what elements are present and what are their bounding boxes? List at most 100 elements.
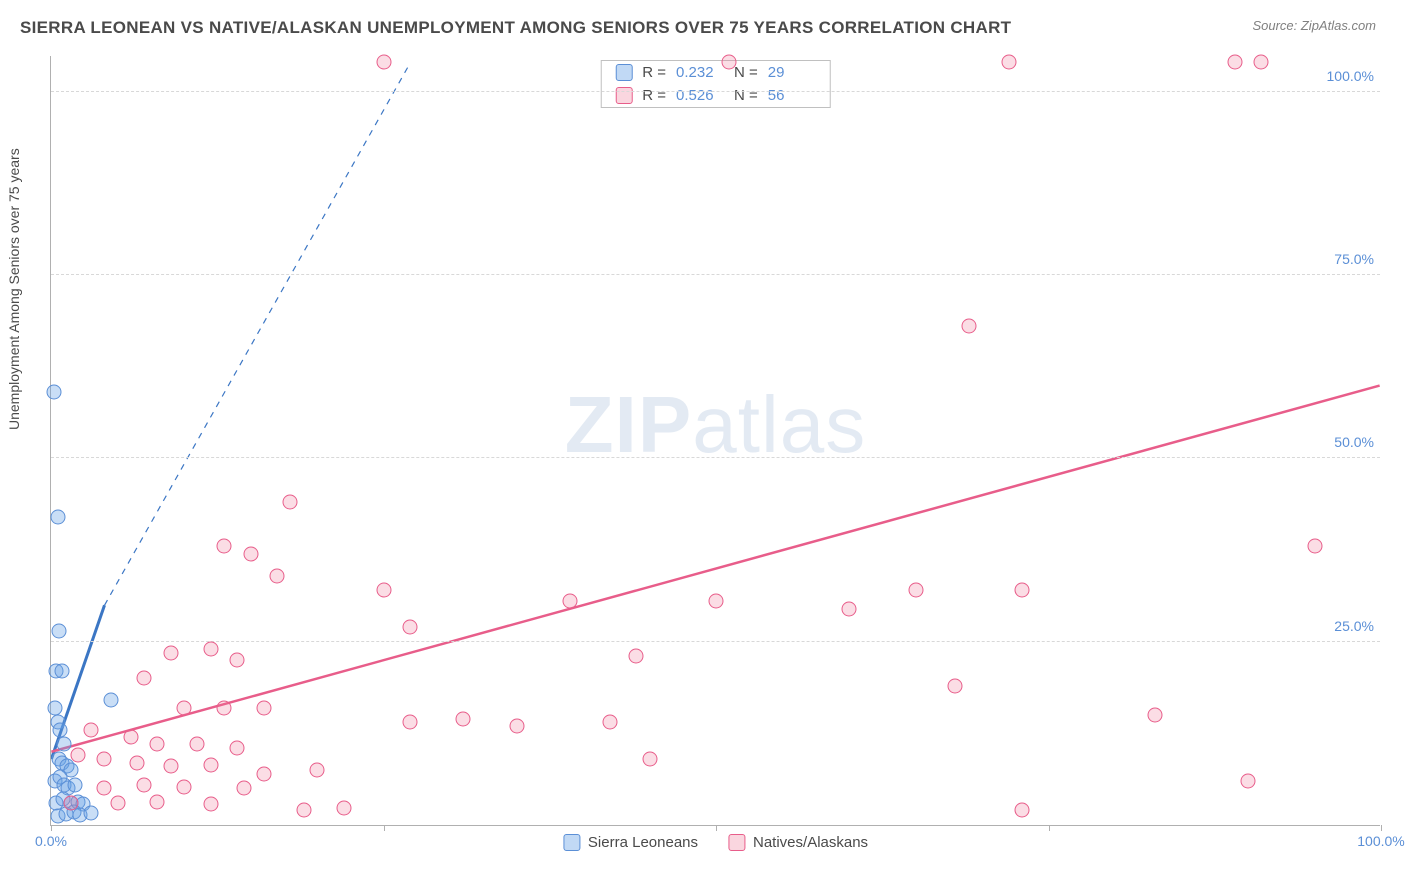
legend-item: Natives/Alaskans (728, 834, 868, 851)
n-value: 56 (768, 87, 816, 104)
data-point (203, 757, 218, 772)
data-point (562, 594, 577, 609)
data-point (53, 722, 68, 737)
legend-row: R = 0.232 N = 29 (601, 61, 830, 84)
data-point (70, 748, 85, 763)
data-point (1307, 539, 1322, 554)
data-point (961, 319, 976, 334)
data-point (67, 777, 82, 792)
data-point (336, 801, 351, 816)
data-point (203, 642, 218, 657)
data-point (456, 711, 471, 726)
r-value: 0.526 (676, 87, 724, 104)
correlation-legend: R = 0.232 N = 29 R = 0.526 N = 56 (600, 60, 831, 108)
data-point (177, 779, 192, 794)
data-point (203, 797, 218, 812)
x-tick (1049, 825, 1050, 831)
data-point (296, 803, 311, 818)
x-tick-label: 0.0% (35, 833, 67, 849)
data-point (602, 715, 617, 730)
data-point (509, 719, 524, 734)
n-label: N = (734, 64, 758, 81)
data-point (137, 777, 152, 792)
data-point (236, 781, 251, 796)
data-point (1014, 803, 1029, 818)
data-point (642, 752, 657, 767)
x-tick (1381, 825, 1382, 831)
series-legend: Sierra Leoneans Natives/Alaskans (563, 834, 868, 851)
data-point (46, 385, 61, 400)
y-tick-label: 75.0% (1334, 251, 1374, 267)
data-point (310, 763, 325, 778)
data-point (629, 649, 644, 664)
r-label: R = (642, 64, 666, 81)
data-point (57, 737, 72, 752)
y-tick-label: 25.0% (1334, 618, 1374, 634)
gridline (51, 457, 1380, 458)
data-point (51, 623, 66, 638)
data-point (177, 700, 192, 715)
legend-label: Natives/Alaskans (753, 834, 868, 851)
y-axis-label: Unemployment Among Seniors over 75 years (6, 148, 22, 430)
data-point (137, 671, 152, 686)
data-point (243, 546, 258, 561)
data-point (908, 583, 923, 598)
legend-item: Sierra Leoneans (563, 834, 698, 851)
data-point (123, 730, 138, 745)
data-point (230, 653, 245, 668)
data-point (103, 693, 118, 708)
data-point (403, 620, 418, 635)
data-point (283, 495, 298, 510)
data-point (948, 678, 963, 693)
data-point (50, 510, 65, 525)
data-point (47, 700, 62, 715)
data-point (230, 741, 245, 756)
legend-row: R = 0.526 N = 56 (601, 84, 830, 107)
data-point (97, 781, 112, 796)
x-tick (384, 825, 385, 831)
data-point (376, 55, 391, 70)
data-point (163, 645, 178, 660)
source-attribution: Source: ZipAtlas.com (1252, 18, 1376, 33)
legend-label: Sierra Leoneans (588, 834, 698, 851)
data-point (83, 722, 98, 737)
data-point (163, 759, 178, 774)
data-point (110, 796, 125, 811)
legend-swatch (615, 64, 632, 81)
data-point (376, 583, 391, 598)
data-point (256, 766, 271, 781)
n-value: 29 (768, 64, 816, 81)
data-point (842, 601, 857, 616)
legend-swatch (563, 834, 580, 851)
data-point (63, 796, 78, 811)
trend-lines (51, 56, 1380, 825)
data-point (1014, 583, 1029, 598)
data-point (216, 700, 231, 715)
data-point (403, 715, 418, 730)
x-tick (716, 825, 717, 831)
gridline (51, 641, 1380, 642)
n-label: N = (734, 87, 758, 104)
y-tick-label: 50.0% (1334, 434, 1374, 450)
chart-title: SIERRA LEONEAN VS NATIVE/ALASKAN UNEMPLO… (20, 18, 1011, 38)
data-point (150, 737, 165, 752)
data-point (150, 794, 165, 809)
data-point (1147, 708, 1162, 723)
x-tick (51, 825, 52, 831)
legend-swatch (728, 834, 745, 851)
data-point (722, 55, 737, 70)
y-tick-label: 100.0% (1327, 68, 1374, 84)
gridline (51, 274, 1380, 275)
gridline (51, 91, 1380, 92)
data-point (54, 664, 69, 679)
data-point (190, 737, 205, 752)
r-value: 0.232 (676, 64, 724, 81)
data-point (216, 539, 231, 554)
scatter-chart: ZIPatlas R =0.232N =29R =0.526N =56 Sier… (50, 56, 1380, 826)
data-point (1254, 55, 1269, 70)
data-point (1241, 774, 1256, 789)
r-label: R = (642, 87, 666, 104)
legend-swatch (615, 87, 632, 104)
x-tick-label: 100.0% (1357, 833, 1404, 849)
data-point (270, 568, 285, 583)
